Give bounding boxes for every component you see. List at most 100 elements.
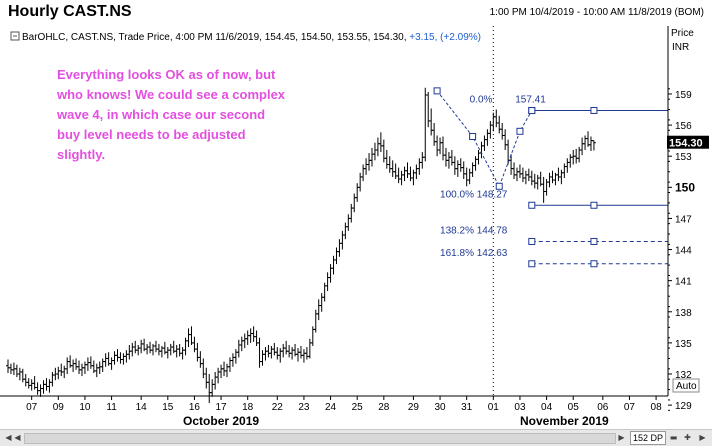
time-tick-label: 24	[325, 402, 337, 413]
scroll-right-icon[interactable]: ▶	[618, 433, 625, 442]
fib-level[interactable]: 100.0% 148.27	[440, 189, 668, 209]
last-price-tag: 154.30	[667, 135, 709, 150]
scroll-left-end-icon[interactable]: ◀	[14, 433, 21, 442]
price-tick-label: 132	[675, 370, 692, 381]
time-tick-label: 07	[624, 402, 636, 413]
time-tick-label: 30	[434, 402, 446, 413]
scroll-left-icon[interactable]: ◀	[5, 433, 12, 442]
fib-level-label: 161.8% 142.63	[440, 248, 508, 259]
last-price-value: 154.30	[669, 138, 703, 150]
fib-level-value: 142.63	[477, 248, 508, 259]
wave-point-marker[interactable]	[495, 182, 503, 190]
price-tick-label: 138	[675, 308, 692, 319]
title-bar: Hourly CAST.NS 1:00 PM 10/4/2019 - 10:00…	[0, 0, 712, 27]
fib-handle-marker[interactable]	[590, 260, 598, 268]
annotation-line-5: slightly.	[57, 147, 105, 162]
fib-handle-marker[interactable]	[590, 237, 598, 245]
price-chart[interactable]: BarOHLC, CAST.NS, Trade Price, 4:00 PM 1…	[0, 26, 712, 429]
fib-handle-marker[interactable]	[590, 201, 598, 209]
fib-level[interactable]: 161.8% 142.63	[440, 248, 668, 268]
auto-scale-label: Auto	[676, 381, 697, 392]
fib-handle-marker[interactable]	[590, 106, 598, 114]
fib-level-percent: 0.0%	[470, 94, 496, 105]
scroll-right-end-icon[interactable]: ▶	[699, 433, 706, 442]
price-tick-label: 150	[675, 180, 695, 194]
zoom-dp-field[interactable]: 152 DP	[630, 431, 666, 445]
scroll-track[interactable]	[24, 433, 616, 444]
wave-point-marker[interactable]	[528, 107, 536, 115]
time-tick-label: 18	[242, 402, 254, 413]
price-tick-label: 147	[675, 214, 692, 225]
legend-text: BarOHLC, CAST.NS, Trade Price, 4:00 PM 1…	[22, 32, 481, 43]
fib-level-percent: 161.8%	[440, 248, 477, 259]
scroll-bar[interactable]: ◀ ◀ ▶ 152 DP ▬ ✚ ▶	[0, 429, 712, 446]
price-tick-label: 153	[675, 152, 692, 163]
date-range: 1:00 PM 10/4/2019 - 10:00 AM 11/8/2019 (…	[489, 7, 704, 18]
fib-level-value: 148.27	[477, 189, 508, 200]
time-tick-label: 31	[461, 402, 473, 413]
price-tick-label: 144	[675, 246, 692, 257]
wave-point-marker[interactable]	[433, 87, 441, 95]
last-price-box	[667, 135, 709, 149]
time-tick-label: 10	[79, 402, 91, 413]
fib-level-value: 157.41	[515, 94, 546, 105]
chart-title: Hourly CAST.NS	[8, 3, 132, 20]
fib-level-label: 0.0% 157.41	[470, 94, 547, 105]
time-tick-label: 11	[106, 402, 117, 413]
month-label: October 2019	[183, 414, 259, 428]
wave-point-marker[interactable]	[469, 132, 477, 140]
price-axis[interactable]: 129 132 135 138 141 144 147 150 153 156 159	[668, 88, 695, 412]
time-tick-label: 04	[541, 402, 553, 413]
fib-level-label: 138.2% 144.78	[440, 225, 508, 236]
fib-handle-marker[interactable]	[528, 260, 536, 268]
time-tick-label: 17	[216, 402, 228, 413]
annotation-line-2: who knows! We could see a complex	[56, 87, 286, 102]
legend: BarOHLC, CAST.NS, Trade Price, 4:00 PM 1…	[10, 31, 481, 43]
time-tick-label: 08	[651, 402, 663, 413]
legend-change: +3.15, (+2.09%)	[409, 32, 481, 43]
time-tick-label: 07	[26, 402, 38, 413]
time-tick-label: 05	[568, 402, 580, 413]
time-tick-label: 01	[488, 402, 500, 413]
month-label: November 2019	[520, 414, 609, 428]
time-tick-label: 22	[272, 402, 284, 413]
annotation-text: Everything looks OK as of now, but who k…	[56, 67, 289, 162]
ohlc-bar	[591, 140, 596, 151]
time-tick-label: 09	[53, 402, 65, 413]
price-tick-label: 159	[675, 90, 692, 101]
price-axis-title: Price	[671, 28, 694, 39]
price-axis-panel	[668, 26, 712, 429]
fib-handle-marker[interactable]	[528, 237, 536, 245]
time-tick-label: 25	[352, 402, 364, 413]
time-tick-label: 28	[378, 402, 390, 413]
time-tick-label: 14	[136, 402, 148, 413]
time-tick-label: 03	[514, 402, 526, 413]
price-axis-unit: INR	[672, 42, 689, 53]
auto-scale-box[interactable]	[672, 378, 700, 393]
annotation-line-3: wave 4, in which case our second	[56, 107, 265, 122]
zoom-out-icon[interactable]: ▬	[669, 433, 678, 442]
price-tick-label: 129	[675, 401, 692, 412]
time-tick-label: 23	[298, 402, 310, 413]
wave-point-marker[interactable]	[516, 127, 524, 135]
fib-level-percent: 138.2%	[440, 225, 477, 236]
wave-lines	[433, 87, 536, 190]
zoom-in-icon[interactable]: ✚	[684, 433, 691, 442]
time-tick-label: 29	[408, 402, 420, 413]
annotation-line-4: buy level needs to be adjusted	[57, 127, 246, 142]
fib-level-percent: 100.0%	[440, 189, 477, 200]
time-axis[interactable]: 07 09 10 11 14 15 16 17 18 22 23 24 25 28 29 30 31 01 03 04…	[26, 396, 662, 428]
fib-handle-marker[interactable]	[528, 201, 536, 209]
price-tick-label: 156	[675, 121, 692, 132]
auto-scale-button[interactable]: Auto	[672, 378, 700, 393]
fib-level[interactable]: 138.2% 144.78	[440, 225, 668, 245]
price-tick-label: 141	[675, 277, 692, 288]
legend-series: BarOHLC, CAST.NS, Trade Price, 4:00 PM 1…	[22, 32, 409, 43]
time-tick-label: 15	[162, 402, 174, 413]
ohlc-bars	[6, 87, 596, 404]
annotation-line-1: Everything looks OK as of now, but	[57, 67, 276, 82]
fib-level-value: 144.78	[477, 225, 508, 236]
price-tick-label: 135	[675, 339, 692, 350]
time-tick-label: 06	[597, 402, 609, 413]
